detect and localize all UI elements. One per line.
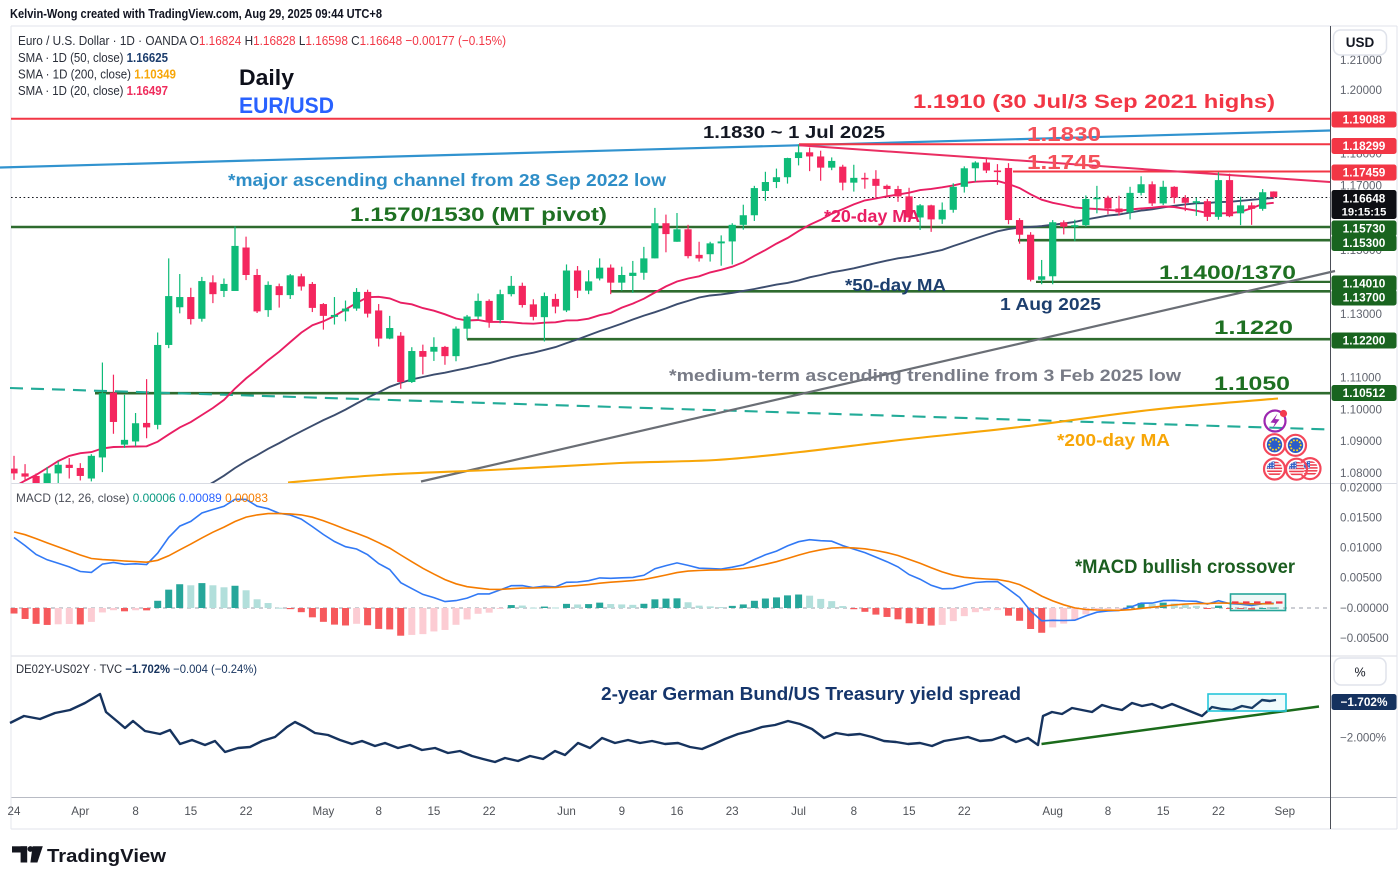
svg-text:1.1910 (30 Jul/3 Sep 2021 high: 1.1910 (30 Jul/3 Sep 2021 highs) [913,91,1275,113]
svg-text:22: 22 [1212,805,1225,818]
svg-text:9: 9 [619,805,625,818]
svg-text:Aug: Aug [1042,805,1063,818]
svg-text:23: 23 [726,805,739,818]
svg-text:%: % [1354,666,1365,680]
svg-text:2-year German Bund/US Treasury: 2-year German Bund/US Treasury yield spr… [601,684,1021,704]
svg-text:1.14010: 1.14010 [1343,277,1386,291]
svg-text:Apr: Apr [71,805,89,818]
svg-text:−1.702%: −1.702% [1341,695,1388,709]
svg-text:8: 8 [375,805,381,818]
svg-text:1.20000: 1.20000 [1340,84,1382,97]
svg-text:15: 15 [1157,805,1170,818]
svg-text:*major ascending channel from: *major ascending channel from 28 Sep 202… [228,170,666,190]
svg-text:*50-day MA: *50-day MA [845,275,946,295]
svg-text:Kelvin-Wong created with Tradi: Kelvin-Wong created with TradingView.com… [10,7,382,21]
svg-text:8: 8 [132,805,138,818]
svg-text:0.01500: 0.01500 [1340,512,1382,525]
svg-text:1.17459: 1.17459 [1343,166,1386,180]
svg-text:1.17000: 1.17000 [1340,180,1382,193]
svg-text:*MACD bullish crossover: *MACD bullish crossover [1075,557,1296,578]
svg-text:15: 15 [184,805,197,818]
svg-text:19:15:15: 19:15:15 [1342,207,1387,219]
svg-text:*200-day MA: *200-day MA [1057,430,1170,450]
svg-text:22: 22 [483,805,496,818]
svg-text:−0.00500: −0.00500 [1340,632,1389,645]
svg-text:8: 8 [851,805,857,818]
svg-text:MACD (12, 26, close) 0.00006: MACD (12, 26, close) 0.00006 0.00089 0.0… [16,491,268,505]
svg-text:Sep: Sep [1274,805,1295,818]
svg-text:*medium-term ascending trendli: *medium-term ascending trendline from 3 … [669,366,1182,385]
svg-text:SMA · 1D (200, close) 1.10349: SMA · 1D (200, close) 1.10349 [18,67,176,82]
svg-text:1.13000: 1.13000 [1340,308,1382,321]
svg-text:SMA · 1D (50, close) 1.16625: SMA · 1D (50, close) 1.16625 [18,50,168,65]
svg-text:0.01000: 0.01000 [1340,542,1382,555]
svg-text:1.1220: 1.1220 [1214,317,1293,339]
svg-text:SMA · 1D (20, close) 1.16497: SMA · 1D (20, close) 1.16497 [18,83,168,98]
svg-text:1.1570/1530 (MT pivot): 1.1570/1530 (MT pivot) [350,204,607,226]
svg-text:DE02Y-US02Y · TVC −1.702% −0: DE02Y-US02Y · TVC −1.702% −0.004 (−0.24%… [16,662,257,676]
svg-text:1 Aug 2025: 1 Aug 2025 [1000,294,1101,314]
svg-text:15: 15 [427,805,440,818]
svg-text:8: 8 [1105,805,1111,818]
svg-text:1.10000: 1.10000 [1340,404,1382,417]
svg-text:1.1830: 1.1830 [1027,124,1101,146]
svg-text:1.10512: 1.10512 [1343,386,1386,400]
svg-text:Daily: Daily [239,65,295,90]
svg-text:1.12200: 1.12200 [1343,334,1386,348]
svg-text:TradingView: TradingView [47,845,167,866]
svg-text:1.15730: 1.15730 [1343,222,1386,236]
svg-text:1.1830 ~ 1 Jul 2025: 1.1830 ~ 1 Jul 2025 [703,122,885,142]
svg-text:USD: USD [1346,35,1375,50]
svg-text:EUR/USD: EUR/USD [239,93,334,118]
svg-text:1.13700: 1.13700 [1343,291,1386,305]
svg-text:1.18299: 1.18299 [1343,139,1386,153]
svg-text:16: 16 [671,805,684,818]
svg-text:−0.00000: −0.00000 [1340,602,1389,615]
svg-text:22: 22 [958,805,971,818]
svg-text:1.15300: 1.15300 [1343,236,1386,250]
svg-text:15: 15 [903,805,916,818]
svg-text:1.21000: 1.21000 [1340,54,1382,67]
svg-text:1.16648: 1.16648 [1343,192,1386,206]
svg-text:−2.000%: −2.000% [1340,732,1386,745]
svg-text:0.02000: 0.02000 [1340,482,1382,495]
svg-text:1.08000: 1.08000 [1340,467,1382,480]
svg-text:24: 24 [8,805,21,818]
svg-text:Jul: Jul [791,805,806,818]
svg-text:May: May [312,805,334,818]
svg-text:1.19088: 1.19088 [1343,113,1386,127]
svg-text:1.1745: 1.1745 [1027,152,1101,174]
svg-text:0.00500: 0.00500 [1340,572,1382,585]
svg-text:22: 22 [240,805,253,818]
svg-text:1.1400/1370: 1.1400/1370 [1159,262,1296,284]
svg-text:1.1050: 1.1050 [1214,373,1290,395]
svg-text:Jun: Jun [557,805,576,818]
svg-text:1.11000: 1.11000 [1340,372,1381,385]
svg-text:Euro / U.S. Dollar · 1D · OAND: Euro / U.S. Dollar · 1D · OANDA O1.16824… [18,33,506,48]
svg-text:*20-day MA: *20-day MA [824,206,920,226]
svg-text:1.09000: 1.09000 [1340,435,1382,448]
